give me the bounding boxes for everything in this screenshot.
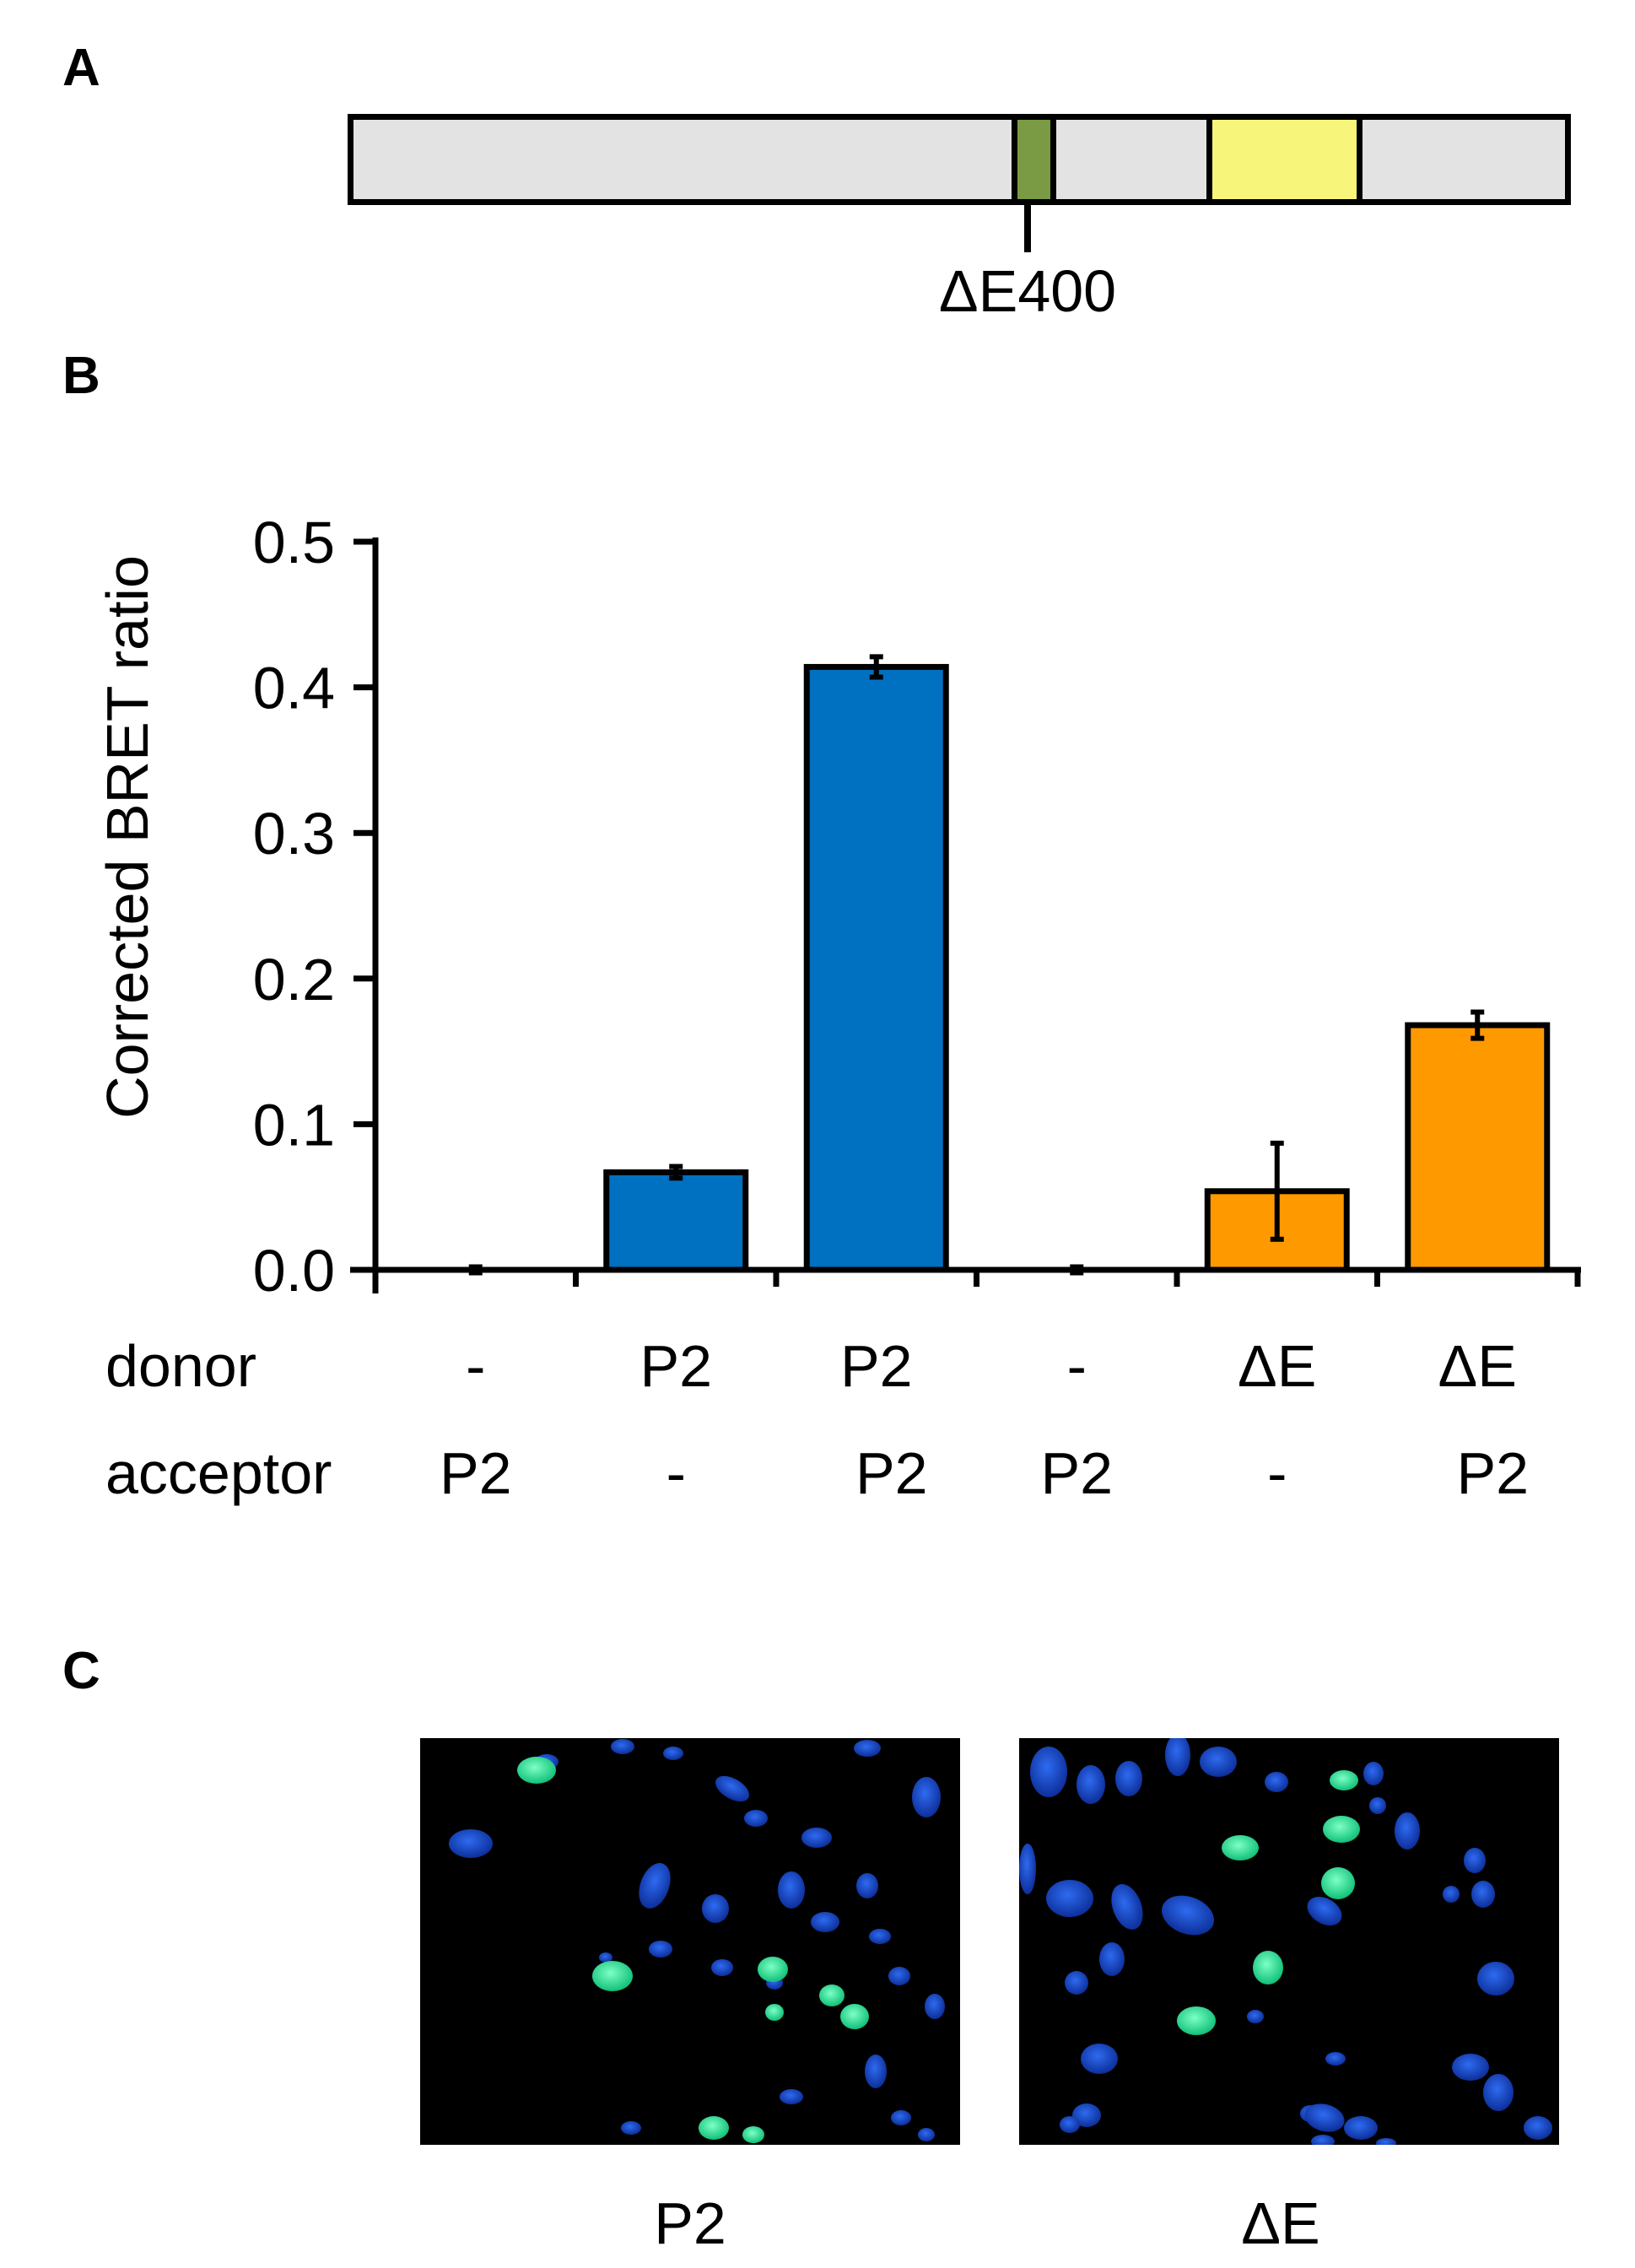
y-tick-label: 0.2	[253, 947, 335, 1012]
acceptor-cell: P2	[1040, 1440, 1113, 1506]
acceptor-cell: -	[666, 1440, 686, 1506]
blue-nuclei	[1019, 1738, 1552, 2145]
y-axis-label: Corrected BRET ratio	[94, 555, 160, 1119]
blue-nuclei-lower	[1304, 2103, 1378, 2140]
acceptor-cell: P2	[1456, 1440, 1529, 1506]
error-bar-5	[1270, 1140, 1284, 1242]
acceptor-cell: P2	[440, 1440, 512, 1506]
donor-cell: ΔE	[1438, 1333, 1517, 1399]
donor-cell: ΔE	[1238, 1333, 1316, 1399]
bar-2	[603, 1169, 749, 1273]
error-bar-2	[669, 1164, 683, 1181]
domain-segment-yellow	[1206, 120, 1362, 199]
donor-cell: P2	[840, 1333, 913, 1399]
acceptor-cell: P2	[855, 1440, 928, 1506]
bar-6	[1405, 1022, 1551, 1273]
green-nuclei	[517, 1757, 869, 2143]
protein-domain-bar	[348, 114, 1571, 205]
domain-segment-green	[1012, 120, 1056, 199]
donor-cell: -	[1067, 1333, 1087, 1399]
panel-b-label: B	[62, 347, 100, 405]
panel-c-label: C	[62, 1642, 100, 1700]
blue-nuclei	[449, 1739, 945, 2141]
row-label-donor: donor	[105, 1333, 256, 1399]
bret-bar-chart: Corrected BRET ratio 0.00.10.20.30.40.5 …	[94, 510, 1581, 1506]
donor-cell: P2	[639, 1333, 712, 1399]
error-bar-6	[1470, 1009, 1485, 1041]
micrograph-p2	[420, 1738, 960, 2145]
y-tick-label: 0.1	[253, 1092, 335, 1158]
acceptor-cell: -	[1267, 1440, 1287, 1506]
micrograph-caption-delta-e: ΔE	[1241, 2190, 1320, 2256]
donor-cell: -	[466, 1333, 485, 1399]
mutation-label: ΔE400	[938, 258, 1117, 324]
error-bar-3	[869, 654, 883, 680]
row-label-acceptor: acceptor	[105, 1440, 332, 1506]
panel-a-label: A	[62, 39, 100, 97]
micrograph-delta-e	[1019, 1738, 1559, 2145]
mutation-site-marker	[1024, 205, 1031, 252]
y-tick-label: 0.0	[253, 1238, 335, 1304]
bar-3	[803, 663, 949, 1273]
y-tick-label: 0.4	[253, 656, 335, 721]
micrograph-caption-p2: P2	[654, 2190, 726, 2256]
y-tick-label: 0.5	[253, 510, 335, 575]
y-tick-label: 0.3	[253, 801, 335, 867]
green-nuclei	[1177, 1770, 1360, 2035]
